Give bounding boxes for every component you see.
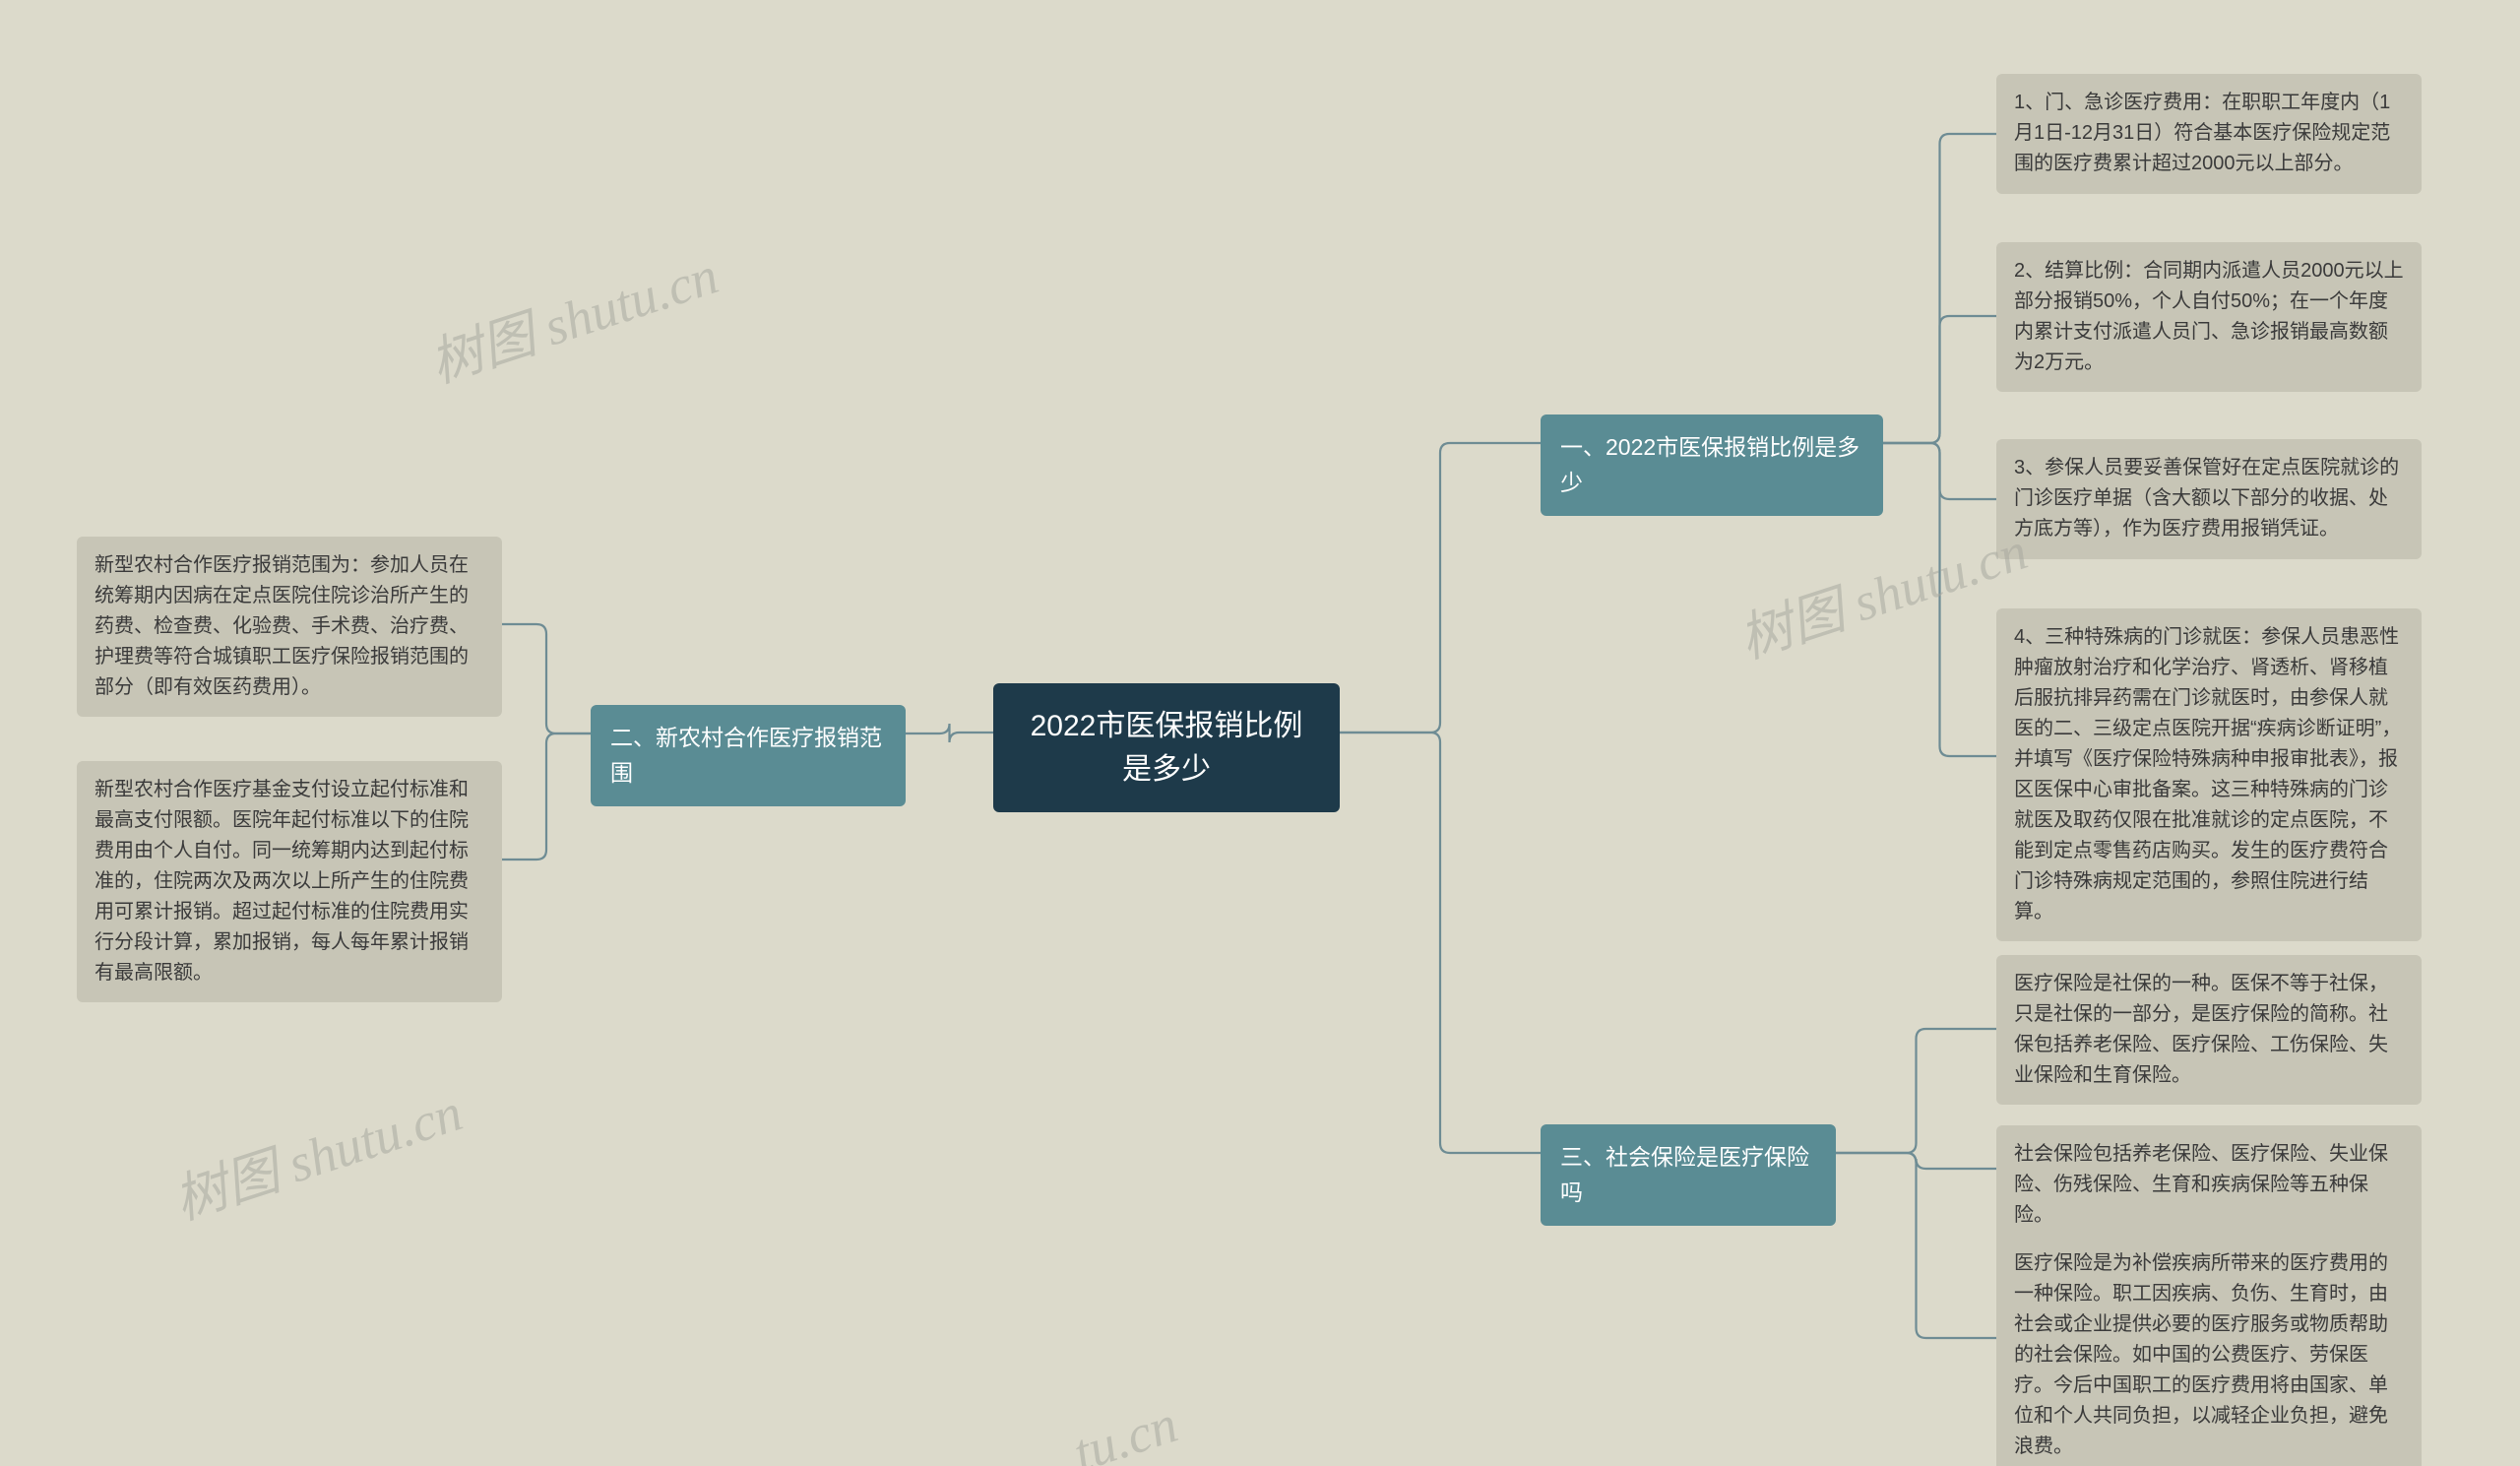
leaf-node-b3l3: 医疗保险是为补偿疾病所带来的医疗费用的一种保险。职工因疾病、负伤、生育时，由社会… — [1996, 1235, 2422, 1466]
branch-node-b1: 一、2022市医保报销比例是多少 — [1541, 414, 1883, 516]
leaf-node-b3l1: 医疗保险是社保的一种。医保不等于社保，只是社保的一部分，是医疗保险的简称。社保包… — [1996, 955, 2422, 1105]
watermark: 树图 shutu.cn — [162, 1068, 471, 1235]
watermark: 树图 shutu.cn — [1728, 507, 2036, 673]
branch-node-b2: 二、新农村合作医疗报销范围 — [591, 705, 906, 806]
watermark: 树图 shutu.cn — [418, 231, 726, 398]
leaf-node-b2l1: 新型农村合作医疗报销范围为：参加人员在统筹期内因病在定点医院住院诊治所产生的药费… — [77, 537, 502, 717]
leaf-node-b2l2: 新型农村合作医疗基金支付设立起付标准和最高支付限额。医院年起付标准以下的住院费用… — [77, 761, 502, 1002]
leaf-node-b1l4: 4、三种特殊病的门诊就医：参保人员患恶性肿瘤放射治疗和化学治疗、肾透析、肾移植后… — [1996, 608, 2422, 941]
leaf-node-b1l2: 2、结算比例：合同期内派遣人员2000元以上部分报销50%，个人自付50%；在一… — [1996, 242, 2422, 392]
leaf-node-b1l3: 3、参保人员要妥善保管好在定点医院就诊的门诊医疗单据（含大额以下部分的收据、处方… — [1996, 439, 2422, 559]
root-node: 2022市医保报销比例是多少 — [993, 683, 1340, 812]
watermark: tu.cn — [1066, 1393, 1184, 1466]
branch-node-b3: 三、社会保险是医疗保险吗 — [1541, 1124, 1836, 1226]
leaf-node-b1l1: 1、门、急诊医疗费用：在职职工年度内（1月1日-12月31日）符合基本医疗保险规… — [1996, 74, 2422, 194]
leaf-node-b3l2: 社会保险包括养老保险、医疗保险、失业保险、伤残保险、生育和疾病保险等五种保险。 — [1996, 1125, 2422, 1244]
